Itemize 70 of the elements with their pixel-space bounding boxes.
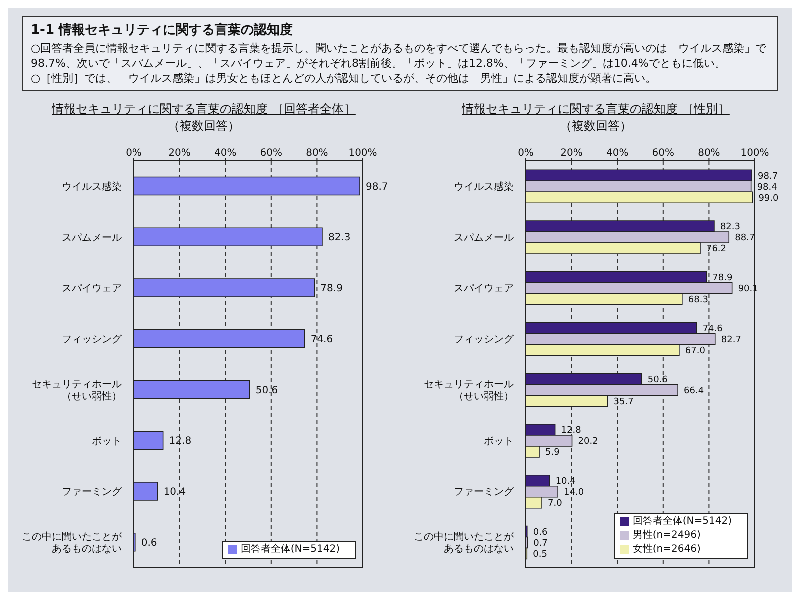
- data-label: 74.6: [702, 324, 724, 334]
- data-label: 88.7: [735, 234, 756, 244]
- data-label: 0.6: [141, 538, 158, 549]
- data-label: 82.7: [721, 335, 742, 346]
- legend-label: 男性(n=2496): [632, 530, 701, 541]
- data-label: 68.3: [688, 296, 708, 306]
- data-label: 0.6: [533, 528, 548, 538]
- legend-label: 女性(n=2646): [632, 544, 701, 555]
- data-label: 20.2: [578, 437, 598, 448]
- data-label: 10.4: [164, 487, 186, 498]
- x-tick-label: 0%: [126, 148, 142, 159]
- data-label: 50.6: [256, 385, 278, 396]
- data-label: 12.8: [169, 436, 192, 448]
- x-tick-label: 100%: [740, 148, 770, 159]
- x-tick-label: 60%: [652, 148, 675, 159]
- data-label: 35.7: [614, 397, 634, 408]
- chart-title: 情報セキュリティに関する言葉の認知度 ［回答者全体］: [50, 101, 357, 118]
- data-label: 98.4: [757, 182, 778, 193]
- text: ○［性別］では、「ウイルス感染」は男女ともほとんどの人が認知しているが、その他は「男性」による認知度が顕著に高い。: [31, 71, 658, 86]
- y-tick-label: フィッシング: [62, 334, 123, 346]
- x-tick-label: 20%: [560, 148, 583, 159]
- x-tick-label: 60%: [260, 148, 283, 159]
- x-tick-label: 100%: [348, 148, 378, 159]
- y-tick-label: ファーミング: [454, 487, 515, 498]
- y-tick-label: ウイルス感染: [62, 180, 122, 193]
- text: ○回答者全員に情報セキュリティに関する言葉を提示し、聞いたことがあるものをすべて選んでもらった。最も認知度が高いのは「ウイルス感染」で98.7%、次いで「スパムメール」、「スパイウェア」がそれぞれ8割前後。「ボット」は12.8%、「ファーミング」は10.4%でともに低い。: [31, 41, 768, 71]
- x-tick-label: 20%: [168, 148, 191, 159]
- data-label: 76.2: [706, 244, 727, 255]
- y-tick-label: この中に聞いたことがあるものはない: [414, 531, 515, 556]
- y-tick-label: ウイルス感染: [454, 180, 514, 193]
- y-tick-label: スパムメール: [454, 232, 514, 244]
- data-label: 74.6: [310, 334, 334, 346]
- y-tick-label: スパムメール: [62, 232, 122, 244]
- x-tick-label: 0%: [518, 148, 534, 159]
- y-tick-label: セキュリティホール（せい弱性）: [32, 379, 122, 402]
- data-label: 12.8: [561, 426, 582, 436]
- legend-label: 回答者全体(N=5142): [632, 516, 732, 527]
- data-label: 50.6: [648, 375, 668, 386]
- chart-subtitle: （複数回答）: [559, 118, 633, 135]
- data-label: 99.0: [758, 194, 780, 204]
- y-tick-label: フィッシング: [454, 334, 515, 346]
- x-tick-label: 80%: [306, 148, 328, 159]
- data-label: 78.9: [320, 284, 343, 295]
- data-label: 82.3: [328, 232, 351, 244]
- y-tick-label: ファーミング: [62, 487, 123, 498]
- data-label: 67.0: [685, 346, 706, 356]
- data-label: 0.5: [533, 550, 548, 560]
- y-tick-label: スパイウェア: [454, 284, 514, 295]
- chart-title: 情報セキュリティに関する言葉の認知度 ［性別］: [460, 101, 731, 118]
- y-tick-label: セキュリティホール（せい弱性）: [424, 379, 514, 402]
- x-tick-label: 40%: [214, 148, 237, 159]
- y-tick-label: ボット: [484, 436, 514, 448]
- data-label: 82.3: [720, 222, 741, 233]
- data-label: 7.0: [548, 499, 563, 510]
- text: 1-1 情報セキュリティに関する言葉の認知度: [31, 22, 294, 39]
- chart-subtitle: （複数回答）: [167, 118, 241, 135]
- y-tick-label: この中に聞いたことがあるものはない: [22, 531, 123, 556]
- data-label: 0.7: [534, 538, 548, 549]
- data-label: 14.0: [564, 488, 584, 498]
- y-tick-label: スパイウェア: [62, 284, 122, 295]
- x-tick-label: 40%: [606, 148, 629, 159]
- data-label: 78.9: [712, 274, 733, 284]
- legend-label: 回答者全体(N=5142): [240, 544, 340, 555]
- data-label: 5.9: [546, 448, 560, 458]
- data-label: 98.7: [366, 182, 388, 193]
- data-label: 98.7: [758, 172, 778, 182]
- y-tick-label: ボット: [92, 436, 122, 448]
- data-label: 10.4: [556, 477, 576, 488]
- x-tick-label: 80%: [698, 148, 720, 159]
- data-label: 66.4: [684, 386, 704, 396]
